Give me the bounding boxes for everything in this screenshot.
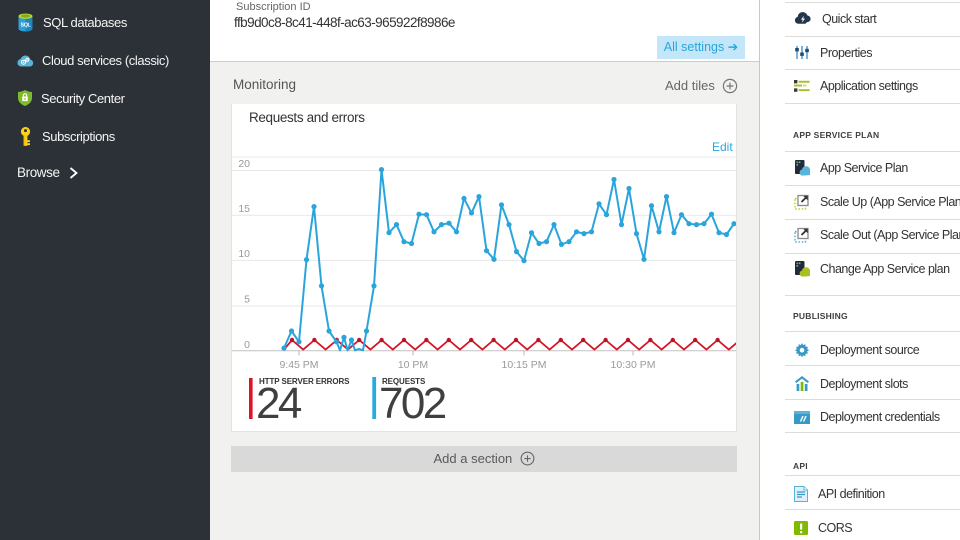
svg-text:SQL: SQL [21,22,32,28]
svg-text:20: 20 [238,158,250,170]
svg-text:10: 10 [238,248,250,260]
svg-text:10:30 PM: 10:30 PM [611,359,656,371]
svg-text:9:45 PM: 9:45 PM [279,359,318,371]
svg-text:5: 5 [244,294,250,306]
svg-text:0: 0 [244,339,250,351]
svg-text:10:15 PM: 10:15 PM [502,359,547,371]
svg-text:10 PM: 10 PM [398,359,428,371]
svg-text:15: 15 [238,203,250,215]
